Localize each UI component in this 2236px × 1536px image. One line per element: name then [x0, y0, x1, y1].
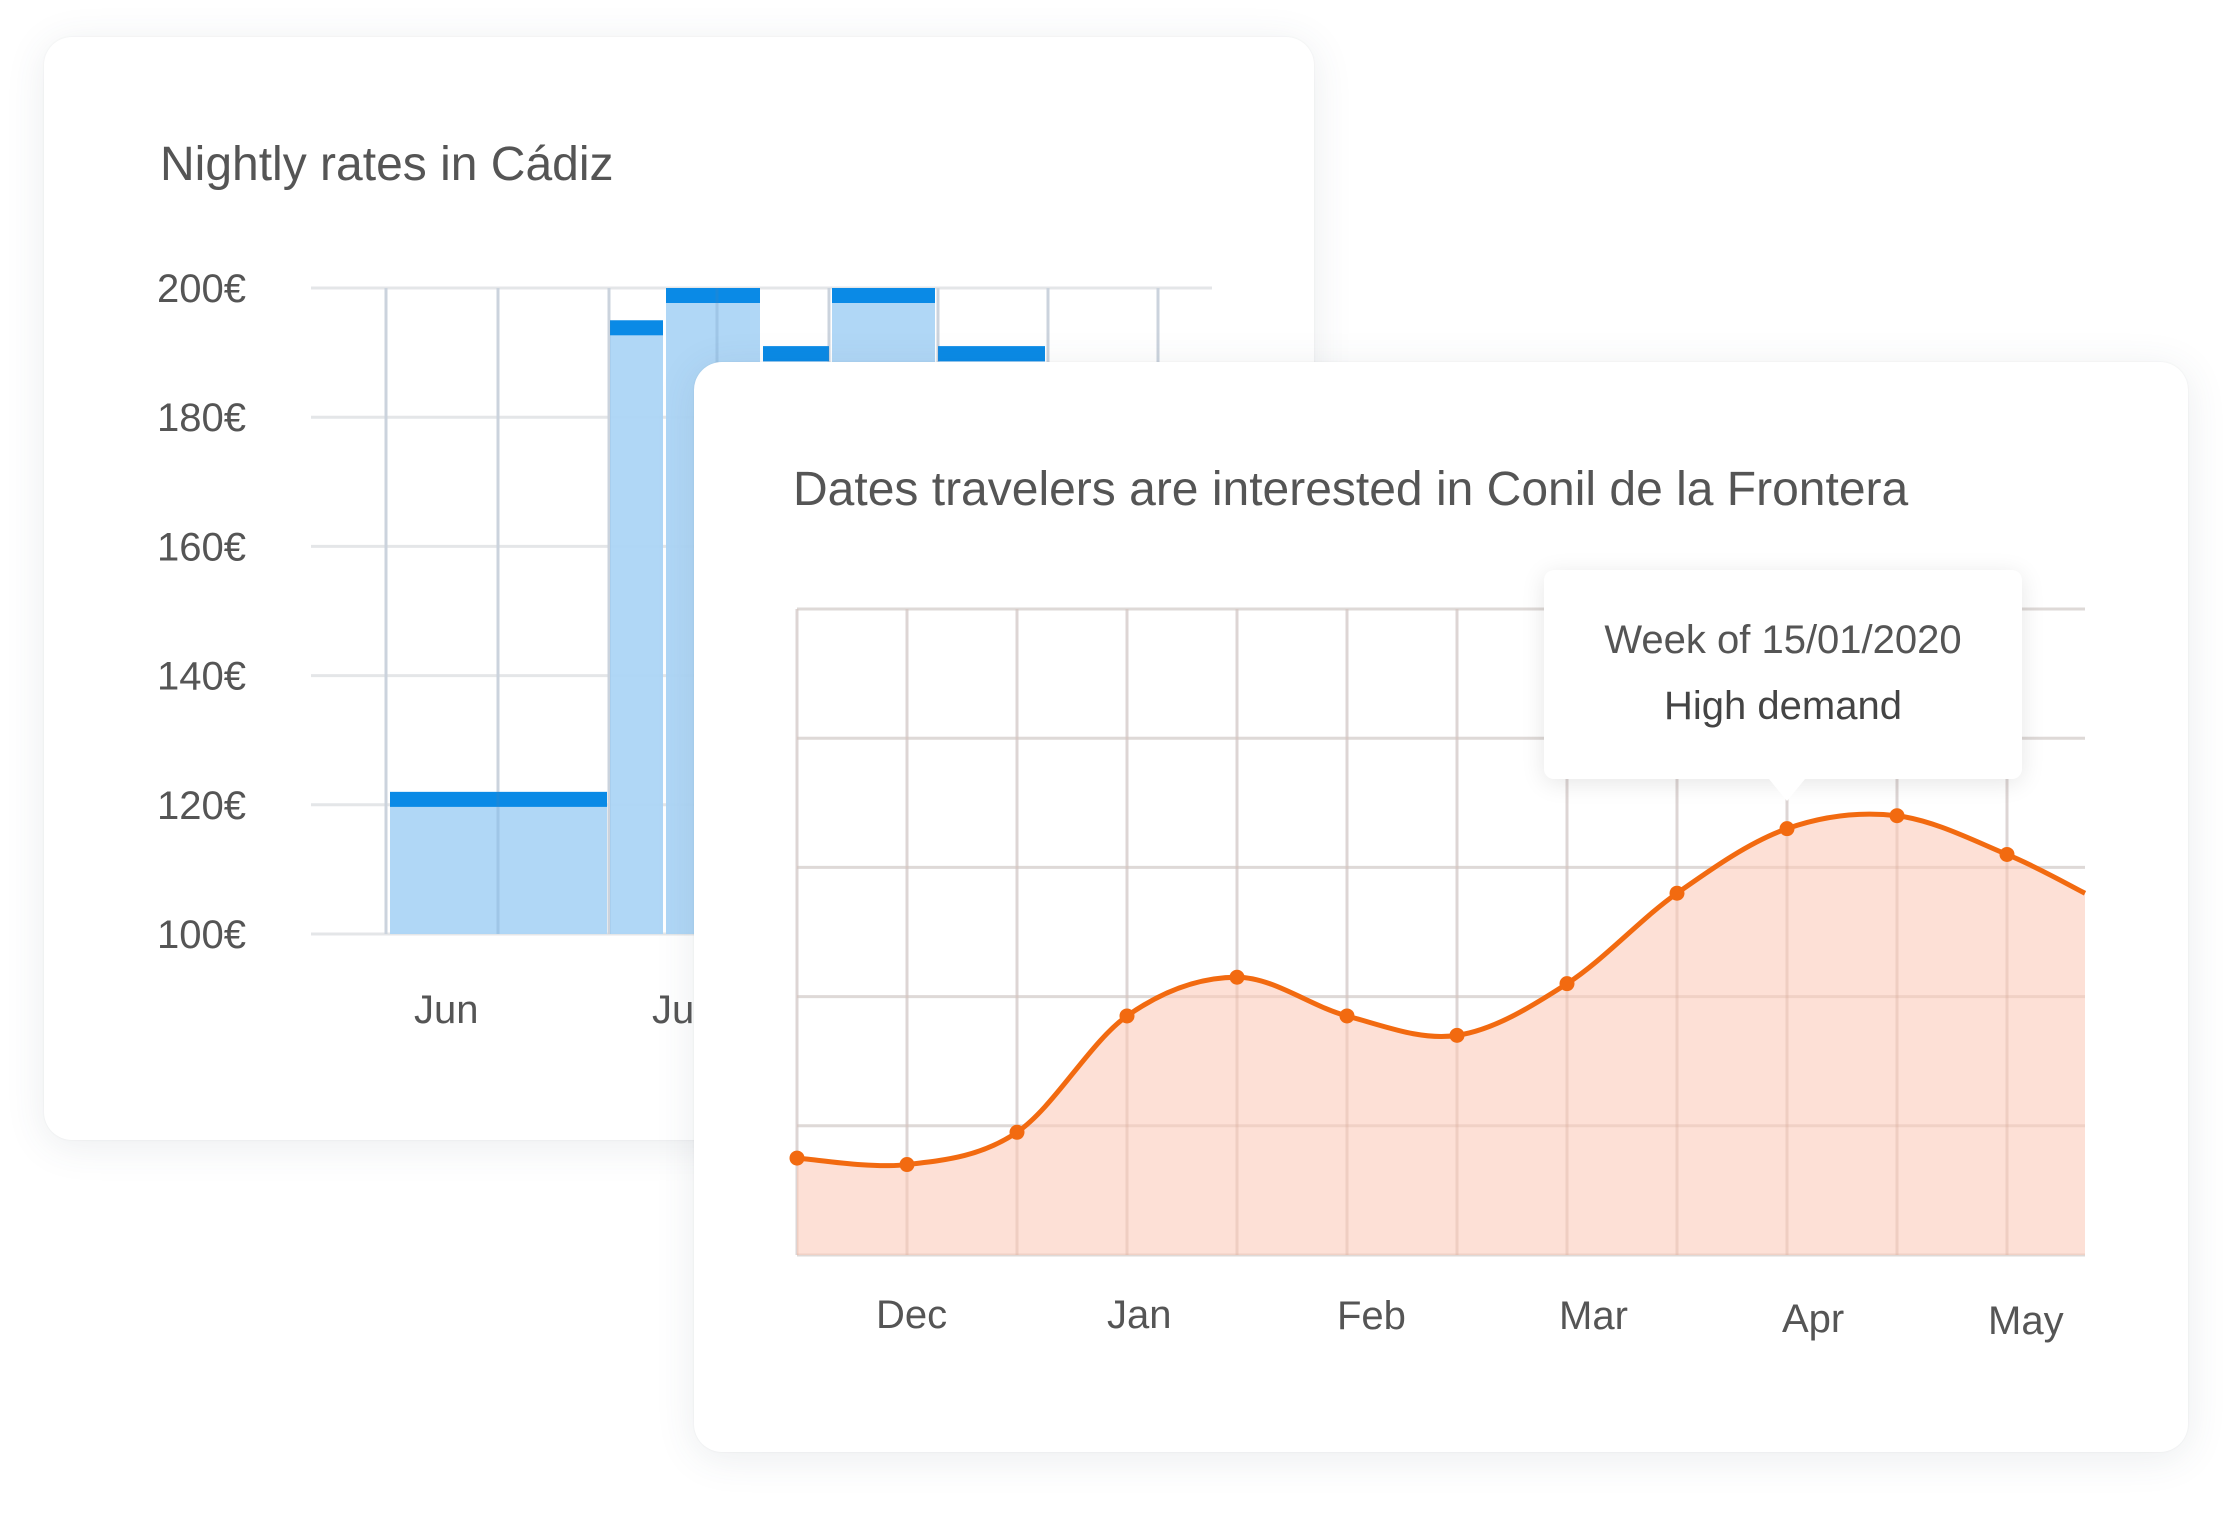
- data-point: [899, 1157, 915, 1173]
- x-tick-label: Feb: [1337, 1294, 1406, 1338]
- x-tick-label: Apr: [1782, 1297, 1844, 1341]
- line-chart: Dec Jan Feb Mar Apr May: [789, 607, 2087, 1343]
- data-point: [1669, 885, 1685, 901]
- data-point: [1119, 1008, 1135, 1024]
- data-point: [1229, 969, 1245, 985]
- tooltip-demand: High demand: [1664, 684, 1902, 728]
- x-tick-label: Dec: [876, 1293, 947, 1337]
- data-point: [1009, 1124, 1025, 1140]
- bar-cap: [390, 791, 607, 807]
- x-tick-label: Jan: [1107, 1293, 1172, 1337]
- data-point: [1889, 808, 1905, 824]
- data-point: [1449, 1027, 1465, 1043]
- bar-cap: [763, 346, 829, 362]
- data-point: [1339, 1008, 1355, 1024]
- data-point: [1779, 821, 1795, 837]
- x-tick-label: Mar: [1559, 1294, 1628, 1338]
- data-point: [1999, 846, 2015, 862]
- area-fill: [797, 814, 2085, 1255]
- travel-interest-card: Dates travelers are interested in Conil …: [694, 362, 2188, 1452]
- line-chart-title: Dates travelers are interested in Conil …: [793, 463, 1909, 516]
- x-tick-label: Jun: [414, 988, 479, 1032]
- data-point: [1559, 976, 1575, 992]
- y-tick-label: 160€: [157, 525, 246, 569]
- y-tick-label: 200€: [157, 267, 246, 311]
- y-tick-label: 120€: [157, 784, 246, 828]
- bar-cap: [938, 346, 1045, 362]
- y-tick-label: 180€: [157, 396, 246, 440]
- bar: [610, 320, 663, 934]
- bar-cap: [832, 288, 935, 303]
- y-tick-label: 140€: [157, 655, 246, 699]
- bar-chart-title: Nightly rates in Cádiz: [160, 138, 614, 191]
- bar-cap: [610, 320, 663, 336]
- bar-cap: [666, 288, 760, 303]
- data-point: [789, 1150, 805, 1166]
- y-tick-label: 100€: [157, 913, 246, 957]
- chart-tooltip: Week of 15/01/2020 High demand: [1544, 570, 2022, 801]
- tooltip-week: Week of 15/01/2020: [1604, 618, 1962, 662]
- x-tick-label: May: [1988, 1299, 2064, 1343]
- bar: [390, 791, 607, 934]
